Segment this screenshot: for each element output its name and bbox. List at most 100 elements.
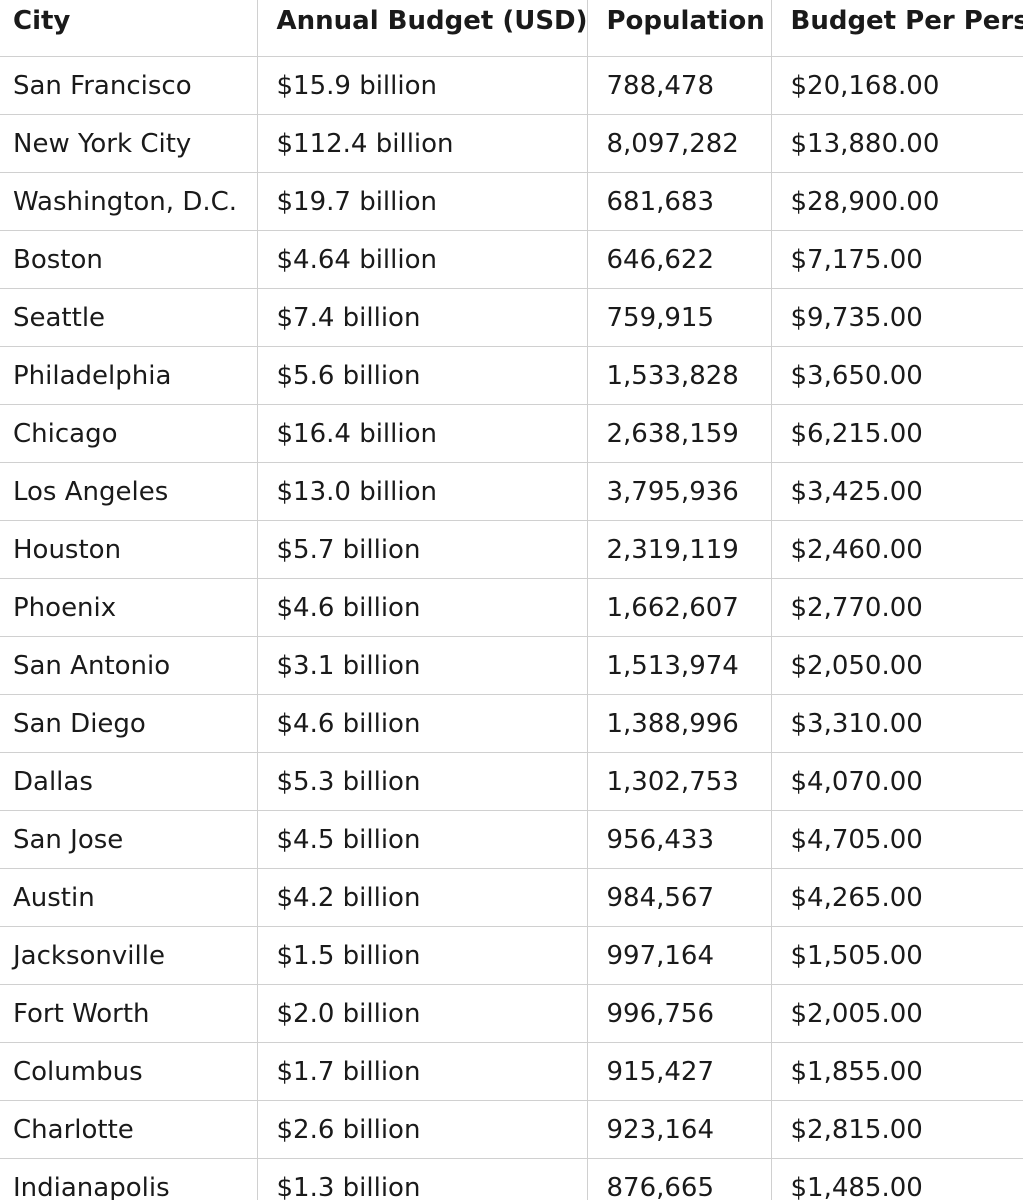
cell-annual-budget: $15.9 billion — [257, 56, 588, 115]
cell-population: 681,683 — [587, 172, 772, 231]
cell-budget-per-person: $3,425.00 — [771, 462, 1023, 521]
cell-annual-budget: $1.3 billion — [257, 1158, 588, 1200]
table-row: Columbus $1.7 billion 915,427 $1,855.00 — [0, 1042, 1023, 1101]
cell-annual-budget: $4.5 billion — [257, 810, 588, 869]
cell-annual-budget: $4.2 billion — [257, 868, 588, 927]
cell-population: 1,533,828 — [587, 346, 772, 405]
cell-budget-per-person: $3,650.00 — [771, 346, 1023, 405]
cell-budget-per-person: $4,070.00 — [771, 752, 1023, 811]
cell-city: Fort Worth — [0, 984, 258, 1043]
cell-city: Indianapolis — [0, 1158, 258, 1200]
table-row: Seattle $7.4 billion 759,915 $9,735.00 — [0, 288, 1023, 347]
cell-city: San Antonio — [0, 636, 258, 695]
cell-population: 1,662,607 — [587, 578, 772, 637]
cell-population: 984,567 — [587, 868, 772, 927]
cell-annual-budget: $5.6 billion — [257, 346, 588, 405]
cell-budget-per-person: $9,735.00 — [771, 288, 1023, 347]
table-row: Austin $4.2 billion 984,567 $4,265.00 — [0, 868, 1023, 927]
cell-budget-per-person: $1,855.00 — [771, 1042, 1023, 1101]
table-row: Indianapolis $1.3 billion 876,665 $1,485.00 — [0, 1158, 1023, 1200]
table-header: City Annual Budget (USD) Population Budg… — [0, 0, 1023, 57]
header-annual-budget: Annual Budget (USD) — [257, 0, 588, 57]
cell-city: Phoenix — [0, 578, 258, 637]
cell-annual-budget: $5.3 billion — [257, 752, 588, 811]
header-population: Population — [587, 0, 772, 57]
cell-budget-per-person: $28,900.00 — [771, 172, 1023, 231]
cell-annual-budget: $7.4 billion — [257, 288, 588, 347]
table-row: Jacksonville $1.5 billion 997,164 $1,505.00 — [0, 926, 1023, 985]
cell-population: 1,302,753 — [587, 752, 772, 811]
cell-city: Chicago — [0, 404, 258, 463]
cell-population: 956,433 — [587, 810, 772, 869]
cell-city: Dallas — [0, 752, 258, 811]
cell-budget-per-person: $7,175.00 — [771, 230, 1023, 289]
cell-city: Jacksonville — [0, 926, 258, 985]
cell-city: Columbus — [0, 1042, 258, 1101]
table-row: Los Angeles $13.0 billion 3,795,936 $3,425.… — [0, 462, 1023, 521]
cell-population: 923,164 — [587, 1100, 772, 1159]
cell-budget-per-person: $6,215.00 — [771, 404, 1023, 463]
cell-annual-budget: $4.6 billion — [257, 694, 588, 753]
cell-population: 1,388,996 — [587, 694, 772, 753]
cell-annual-budget: $16.4 billion — [257, 404, 588, 463]
cell-budget-per-person: $3,310.00 — [771, 694, 1023, 753]
cell-budget-per-person: $20,168.00 — [771, 56, 1023, 115]
table-row: San Antonio $3.1 billion 1,513,974 $2,050.0… — [0, 636, 1023, 695]
cell-annual-budget: $4.64 billion — [257, 230, 588, 289]
cell-budget-per-person: $1,485.00 — [771, 1158, 1023, 1200]
cell-annual-budget: $112.4 billion — [257, 114, 588, 173]
cell-annual-budget: $2.6 billion — [257, 1100, 588, 1159]
cell-budget-per-person: $2,050.00 — [771, 636, 1023, 695]
cell-annual-budget: $2.0 billion — [257, 984, 588, 1043]
table-row: Philadelphia $5.6 billion 1,533,828 $3,650.… — [0, 346, 1023, 405]
cell-budget-per-person: $4,705.00 — [771, 810, 1023, 869]
table-row: Charlotte $2.6 billion 923,164 $2,815.00 — [0, 1100, 1023, 1159]
cell-budget-per-person: $2,460.00 — [771, 520, 1023, 579]
cell-population: 2,638,159 — [587, 404, 772, 463]
cell-city: San Jose — [0, 810, 258, 869]
cell-city: Washington, D.C. — [0, 172, 258, 231]
cell-annual-budget: $1.5 billion — [257, 926, 588, 985]
cell-city: Los Angeles — [0, 462, 258, 521]
cell-city: Philadelphia — [0, 346, 258, 405]
table-row: Phoenix $4.6 billion 1,662,607 $2,770.00 — [0, 578, 1023, 637]
cell-annual-budget: $1.7 billion — [257, 1042, 588, 1101]
table-row: San Francisco $15.9 billion 788,478 $20,168… — [0, 56, 1023, 115]
cell-budget-per-person: $2,770.00 — [771, 578, 1023, 637]
cell-city: Charlotte — [0, 1100, 258, 1159]
cell-population: 8,097,282 — [587, 114, 772, 173]
cell-population: 997,164 — [587, 926, 772, 985]
cell-budget-per-person: $2,005.00 — [771, 984, 1023, 1043]
table-row: Boston $4.64 billion 646,622 $7,175.00 — [0, 230, 1023, 289]
cell-population: 3,795,936 — [587, 462, 772, 521]
table-row: Fort Worth $2.0 billion 996,756 $2,005.00 — [0, 984, 1023, 1043]
cell-annual-budget: $5.7 billion — [257, 520, 588, 579]
table-row: Chicago $16.4 billion 2,638,159 $6,215.00 — [0, 404, 1023, 463]
cell-population: 788,478 — [587, 56, 772, 115]
cell-population: 646,622 — [587, 230, 772, 289]
table-row: Dallas $5.3 billion 1,302,753 $4,070.00 — [0, 752, 1023, 811]
cell-population: 759,915 — [587, 288, 772, 347]
table-row: San Diego $4.6 billion 1,388,996 $3,310.00 — [0, 694, 1023, 753]
header-row: City Annual Budget (USD) Population Budg… — [0, 0, 1023, 57]
cell-annual-budget: $13.0 billion — [257, 462, 588, 521]
cell-annual-budget: $3.1 billion — [257, 636, 588, 695]
cell-city: Houston — [0, 520, 258, 579]
cell-budget-per-person: $4,265.00 — [771, 868, 1023, 927]
cell-city: New York City — [0, 114, 258, 173]
cell-city: San Francisco — [0, 56, 258, 115]
cell-population: 876,665 — [587, 1158, 772, 1200]
table-row: San Jose $4.5 billion 956,433 $4,705.00 — [0, 810, 1023, 869]
header-city: City — [0, 0, 258, 57]
table-row: Washington, D.C. $19.7 billion 681,683 $28,… — [0, 172, 1023, 231]
cell-city: San Diego — [0, 694, 258, 753]
cell-budget-per-person: $13,880.00 — [771, 114, 1023, 173]
cell-budget-per-person: $2,815.00 — [771, 1100, 1023, 1159]
table-body: San Francisco $15.9 billion 788,478 $20,168… — [0, 56, 1023, 1200]
cell-population: 996,756 — [587, 984, 772, 1043]
cell-population: 1,513,974 — [587, 636, 772, 695]
cell-city: Boston — [0, 230, 258, 289]
cell-population: 2,319,119 — [587, 520, 772, 579]
